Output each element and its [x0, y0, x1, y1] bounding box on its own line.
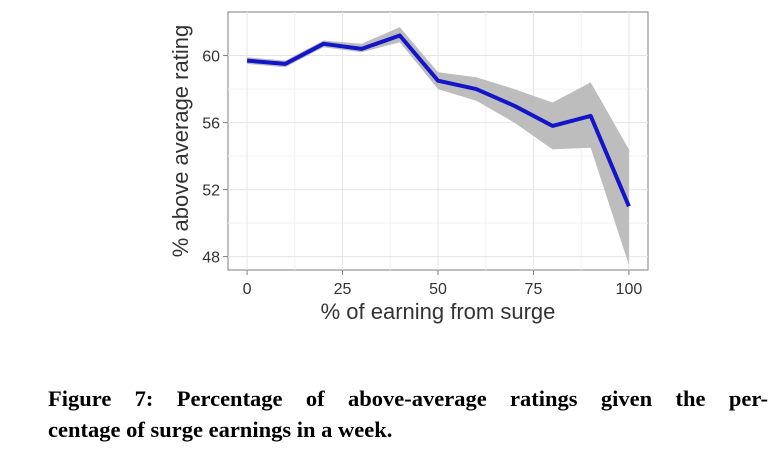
- x-tick-label: 100: [616, 281, 643, 298]
- grid-major: [228, 12, 648, 270]
- caption-line-2: centage of surge earnings in a week.: [48, 417, 393, 442]
- confidence-band: [247, 27, 629, 265]
- y-tick-label: 60: [202, 49, 220, 66]
- x-axis-ticks: 0 25 50 75 100: [243, 270, 643, 298]
- y-tick-label: 56: [202, 116, 220, 133]
- x-axis-label: % of earning from surge: [321, 299, 556, 324]
- series-line: [246, 33, 631, 208]
- x-tick-label: 75: [525, 281, 543, 298]
- y-axis-label: % above average rating: [168, 25, 193, 257]
- x-tick-label: 50: [429, 281, 447, 298]
- line-chart: 0 25 50 75 100 48 52 56 60 % of earning from su…: [168, 11, 649, 324]
- y-tick-label: 52: [202, 183, 220, 200]
- x-tick-label: 25: [334, 281, 352, 298]
- y-tick-label: 48: [202, 250, 220, 267]
- caption-line-1: Figure 7: Percentage of above-average ra…: [48, 386, 768, 411]
- figure-caption: Figure 7: Percentage of above-average ra…: [48, 383, 768, 445]
- x-tick-label: 0: [243, 281, 252, 298]
- y-axis-ticks: 48 52 56 60: [202, 49, 228, 267]
